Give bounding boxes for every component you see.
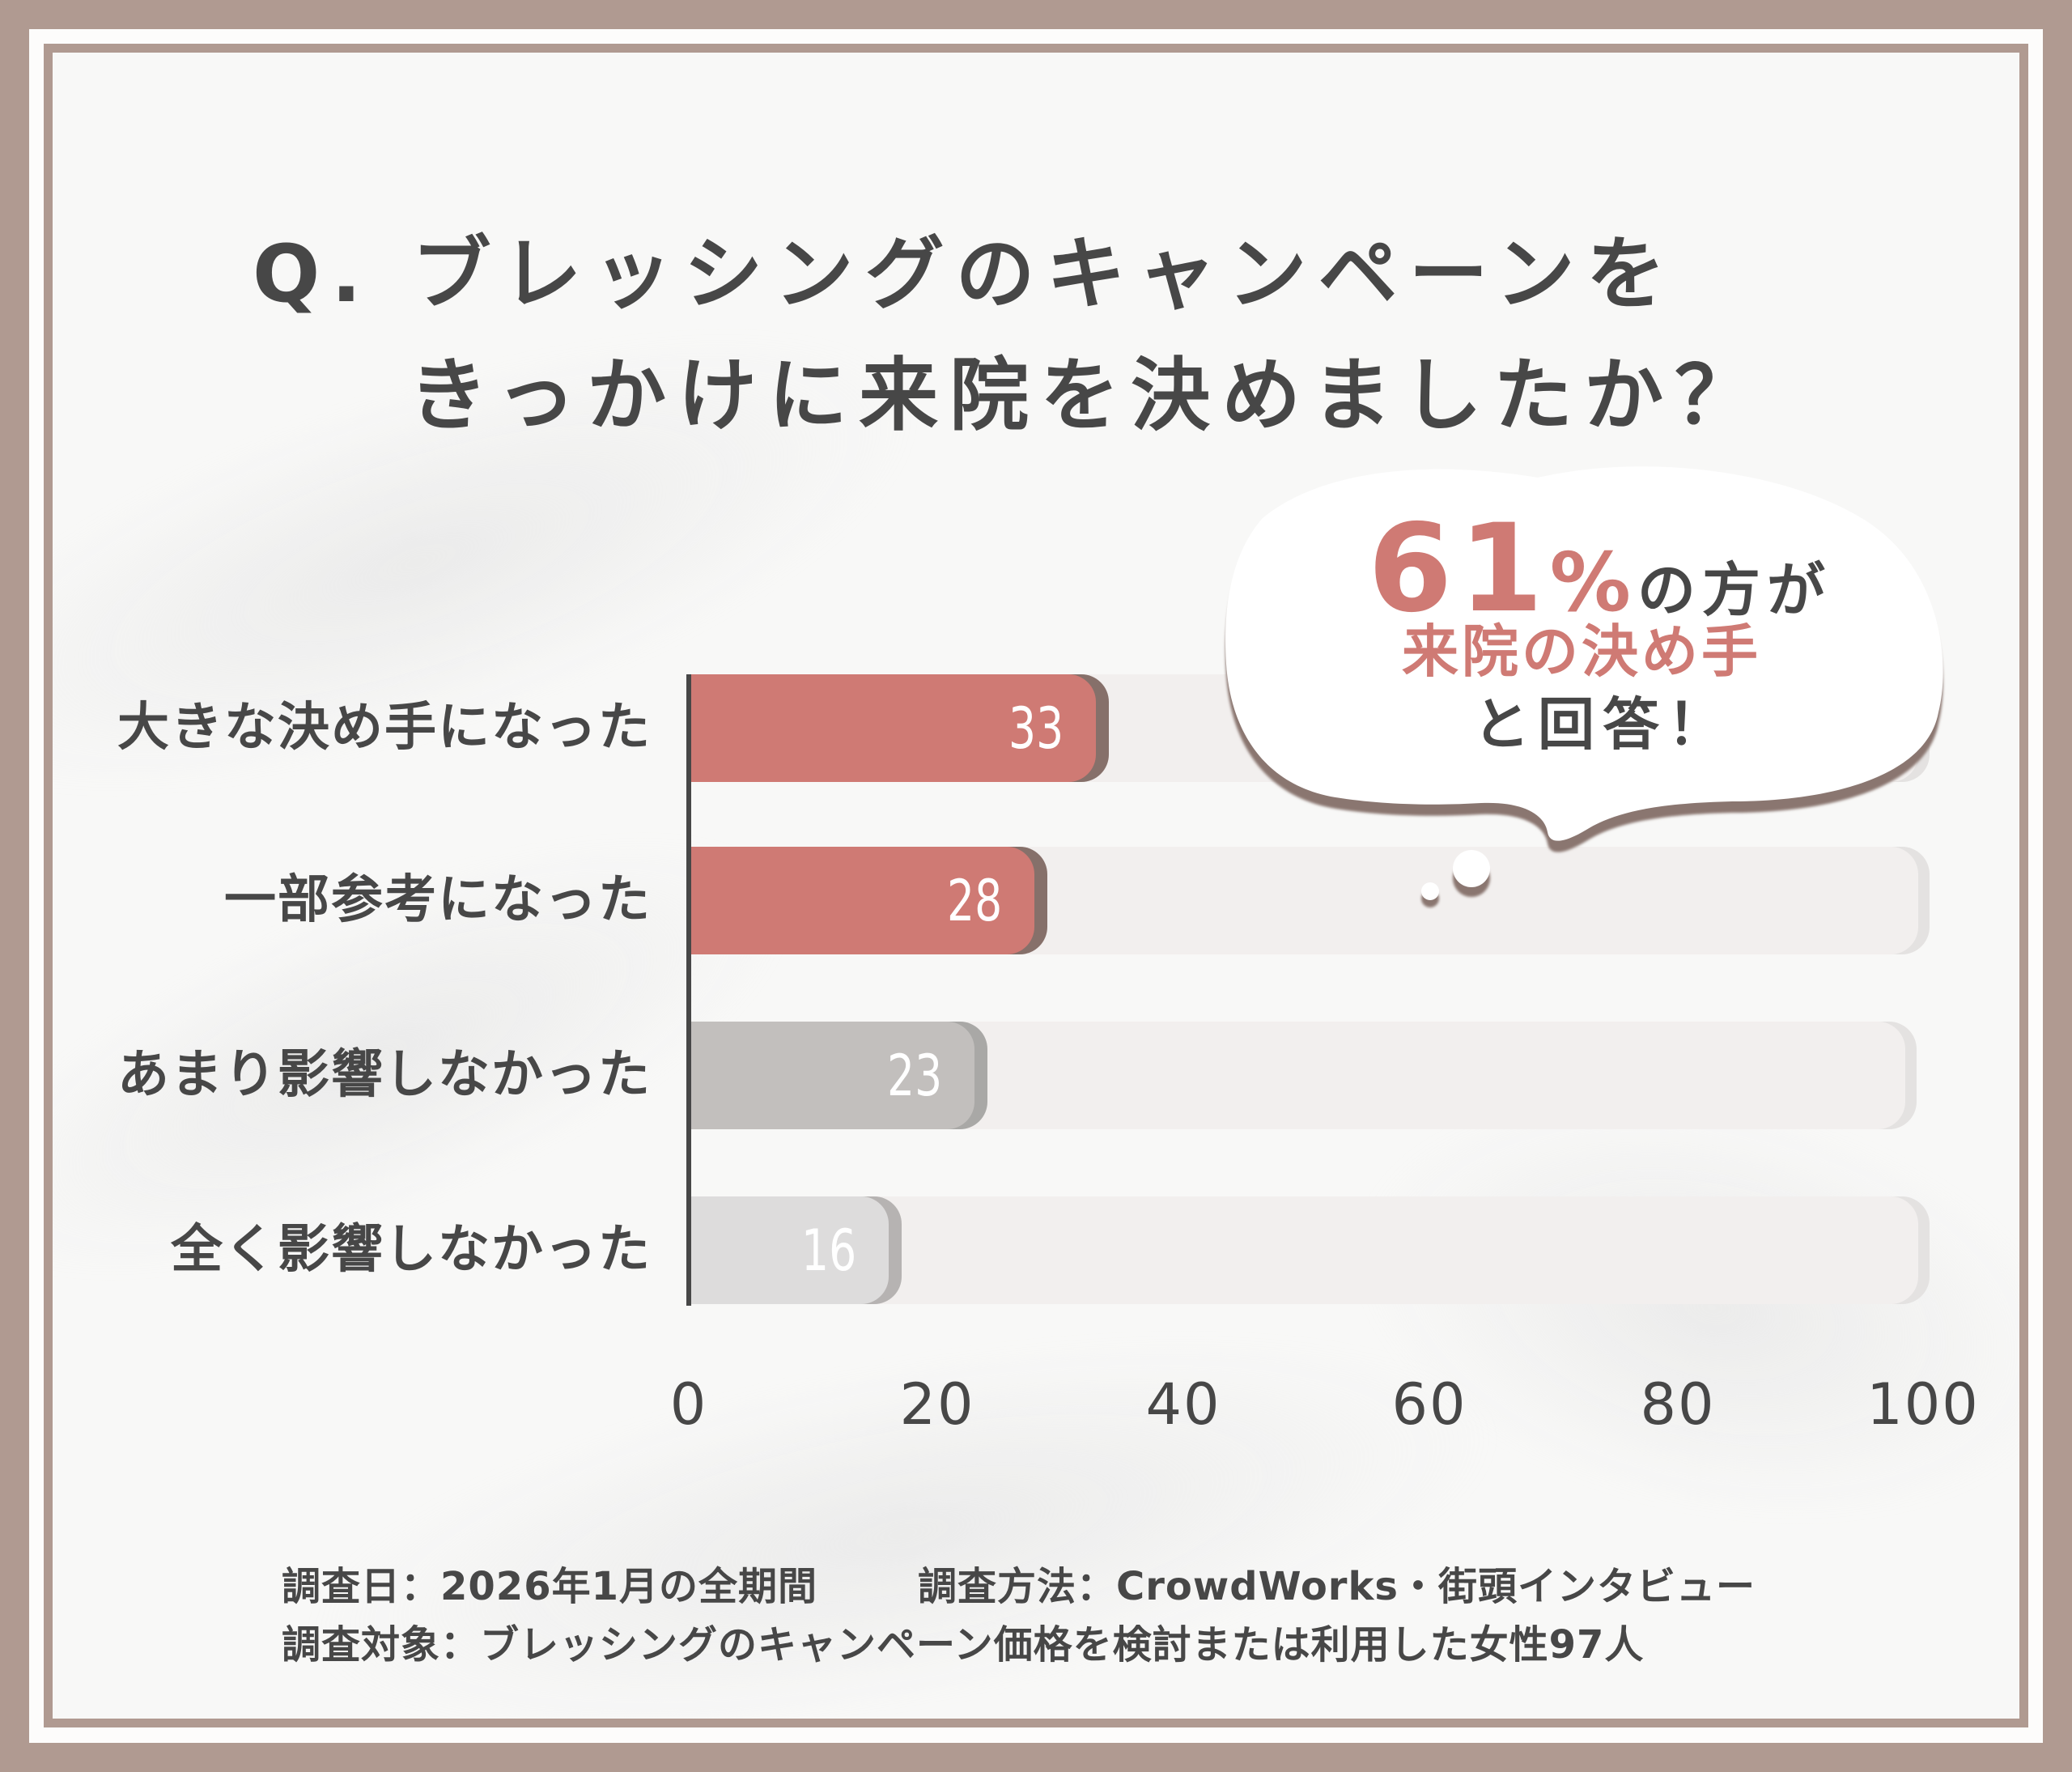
category-label-no-influence: 全く影響しなかった xyxy=(171,1220,652,1280)
y-axis-line xyxy=(686,674,691,1306)
x-tick-80: 80 xyxy=(1640,1371,1716,1438)
x-tick-100: 100 xyxy=(1866,1371,1980,1438)
question-title-line-1: Q. ブレッシングのキャンペーンを xyxy=(253,228,1677,321)
bar-value-label: 16 xyxy=(800,1217,856,1284)
bar-value-label: 28 xyxy=(946,867,1002,934)
x-tick-20: 20 xyxy=(899,1371,975,1438)
callout-line-3: と回答！ xyxy=(1473,691,1732,758)
callout-line-2: 来院の決め手 xyxy=(1402,618,1761,685)
bar-no-influence: 16 xyxy=(691,1196,889,1304)
bar-track xyxy=(691,1196,1918,1304)
category-label-major-factor: 大きな決め手になった xyxy=(117,698,652,758)
callout-line-1-suffix: の方が xyxy=(1637,556,1832,624)
x-tick-0: 0 xyxy=(669,1371,708,1438)
bar-little-influence: 23 xyxy=(691,1022,974,1129)
callout-percent-number: 61 xyxy=(1368,499,1550,640)
footer-survey-method: 調査方法：CrowdWorks・街頭インタビュー xyxy=(918,1564,1756,1609)
question-title-line-2: きっかけに来院を決めましたか？ xyxy=(409,350,1766,442)
callout-line-1: 61% の方が xyxy=(1368,508,1832,630)
category-label-little-influence: あまり影響しなかった xyxy=(117,1045,652,1105)
bar-major-factor: 33 xyxy=(691,674,1096,782)
callout-percent-sign: % xyxy=(1549,535,1631,630)
x-tick-60: 60 xyxy=(1391,1371,1467,1438)
bar-value-label: 33 xyxy=(1008,695,1064,762)
category-label-partial-reference: 一部参考になった xyxy=(224,870,652,930)
inner-frame-border xyxy=(44,44,2028,1727)
bar-partial-reference: 28 xyxy=(691,847,1034,954)
bar-value-label: 23 xyxy=(886,1042,942,1109)
x-tick-40: 40 xyxy=(1145,1371,1221,1438)
footer-survey-target: 調査対象：ブレッシングのキャンペーン価格を検討または利用した女性97人 xyxy=(282,1622,1645,1668)
footer-survey-date: 調査日：2026年1月の全期間 xyxy=(282,1564,817,1609)
